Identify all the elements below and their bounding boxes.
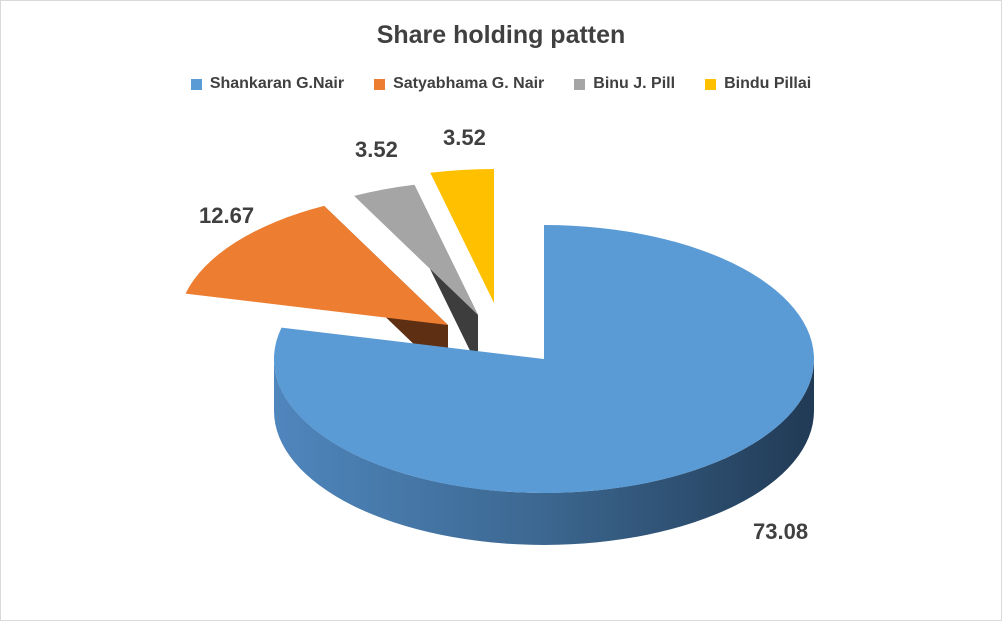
legend-swatch-shankaran xyxy=(190,78,202,90)
pie-top-binu xyxy=(354,184,478,315)
pie-wall-shankaran xyxy=(274,359,814,545)
legend-item-satyabhama: Satyabhama G. Nair xyxy=(374,75,544,93)
pie-slice-satyabhama xyxy=(185,205,448,377)
pie-slice-binu xyxy=(354,184,478,367)
data-label-bindu: 3.52 xyxy=(443,125,486,150)
legend-swatch-satyabhama xyxy=(374,78,386,90)
data-label-shankaran: 73.08 xyxy=(753,519,808,544)
data-label-binu: 3.52 xyxy=(355,137,398,162)
legend-item-shankaran: Shankaran G.Nair xyxy=(190,75,345,93)
pie-slice-bindu xyxy=(430,169,494,303)
legend-label-shankaran: Shankaran G.Nair xyxy=(209,75,345,92)
pie-top-shankaran xyxy=(273,225,814,494)
legend-label-bindu: Bindu Pillai xyxy=(724,75,812,92)
legend: Shankaran G.Nair Satyabhama G. Nair Binu… xyxy=(1,75,1001,93)
legend-swatch-bindu xyxy=(705,78,717,90)
legend-label-satyabhama: Satyabhama G. Nair xyxy=(393,75,545,92)
legend-item-bindu: Bindu Pillai xyxy=(705,75,811,93)
pie-top-satyabhama xyxy=(185,205,448,325)
pie-top-bindu xyxy=(430,169,494,303)
legend-item-binu: Binu J. Pill xyxy=(574,75,675,93)
pie-slice-shankaran xyxy=(273,225,814,545)
legend-label-binu: Binu J. Pill xyxy=(593,75,676,92)
chart-title: Share holding patten xyxy=(376,21,626,49)
data-label-satyabhama: 12.67 xyxy=(199,203,254,228)
legend-swatch-binu xyxy=(574,78,586,90)
